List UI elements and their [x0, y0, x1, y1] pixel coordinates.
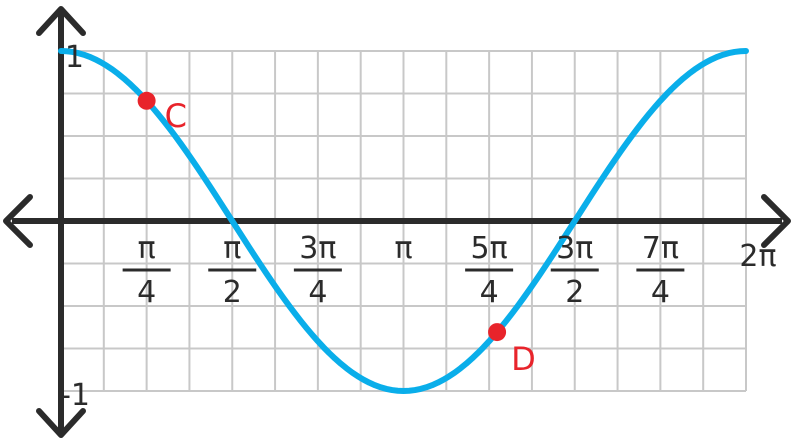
point-d — [488, 323, 507, 342]
x-tick-numerator: π — [223, 231, 241, 266]
x-tick-numerator: 7π — [642, 231, 679, 266]
y-axis-down-arrow-icon — [36, 408, 86, 438]
point-c — [137, 91, 156, 110]
x-tick-fraction-1: π4 — [122, 231, 171, 310]
x-tick-numerator: 3π — [556, 231, 593, 266]
cosine-curve — [58, 48, 749, 394]
axes — [3, 6, 791, 438]
x-tick-numerator: π — [138, 231, 156, 266]
x-axis-left-arrow-icon — [3, 194, 33, 248]
x-tick-fraction-6: 3π2 — [550, 231, 599, 310]
y-tick-label-2: -1 — [60, 378, 90, 413]
x-tick-denominator: 4 — [651, 275, 670, 310]
x-axis-right-arrow-icon — [761, 194, 791, 248]
labeled-points: CD — [137, 91, 536, 378]
x-tick-fraction-5: 5π4 — [465, 231, 514, 310]
y-tick-label-1: 1 — [65, 40, 84, 75]
x-tick-numerator: 5π — [471, 231, 508, 266]
x-tick-denominator: 4 — [308, 275, 327, 310]
x-tick-fraction-7: 7π4 — [636, 231, 685, 310]
x-tick-label-8: 2π — [739, 239, 776, 274]
x-tick-denominator: 4 — [480, 275, 499, 310]
point-d-label: D — [511, 340, 536, 378]
x-tick-denominator: 2 — [223, 275, 242, 310]
x-tick-numerator: 3π — [299, 231, 336, 266]
x-tick-denominator: 4 — [137, 275, 156, 310]
x-tick-denominator: 2 — [565, 275, 584, 310]
x-tick-fraction-2: π2 — [208, 231, 257, 310]
x-tick-fraction-3: 3π4 — [293, 231, 342, 310]
point-c-label: C — [165, 97, 187, 135]
y-axis-up-arrow-icon — [36, 6, 86, 36]
curve-layer — [58, 48, 749, 394]
x-tick-label-4: π — [394, 231, 412, 266]
